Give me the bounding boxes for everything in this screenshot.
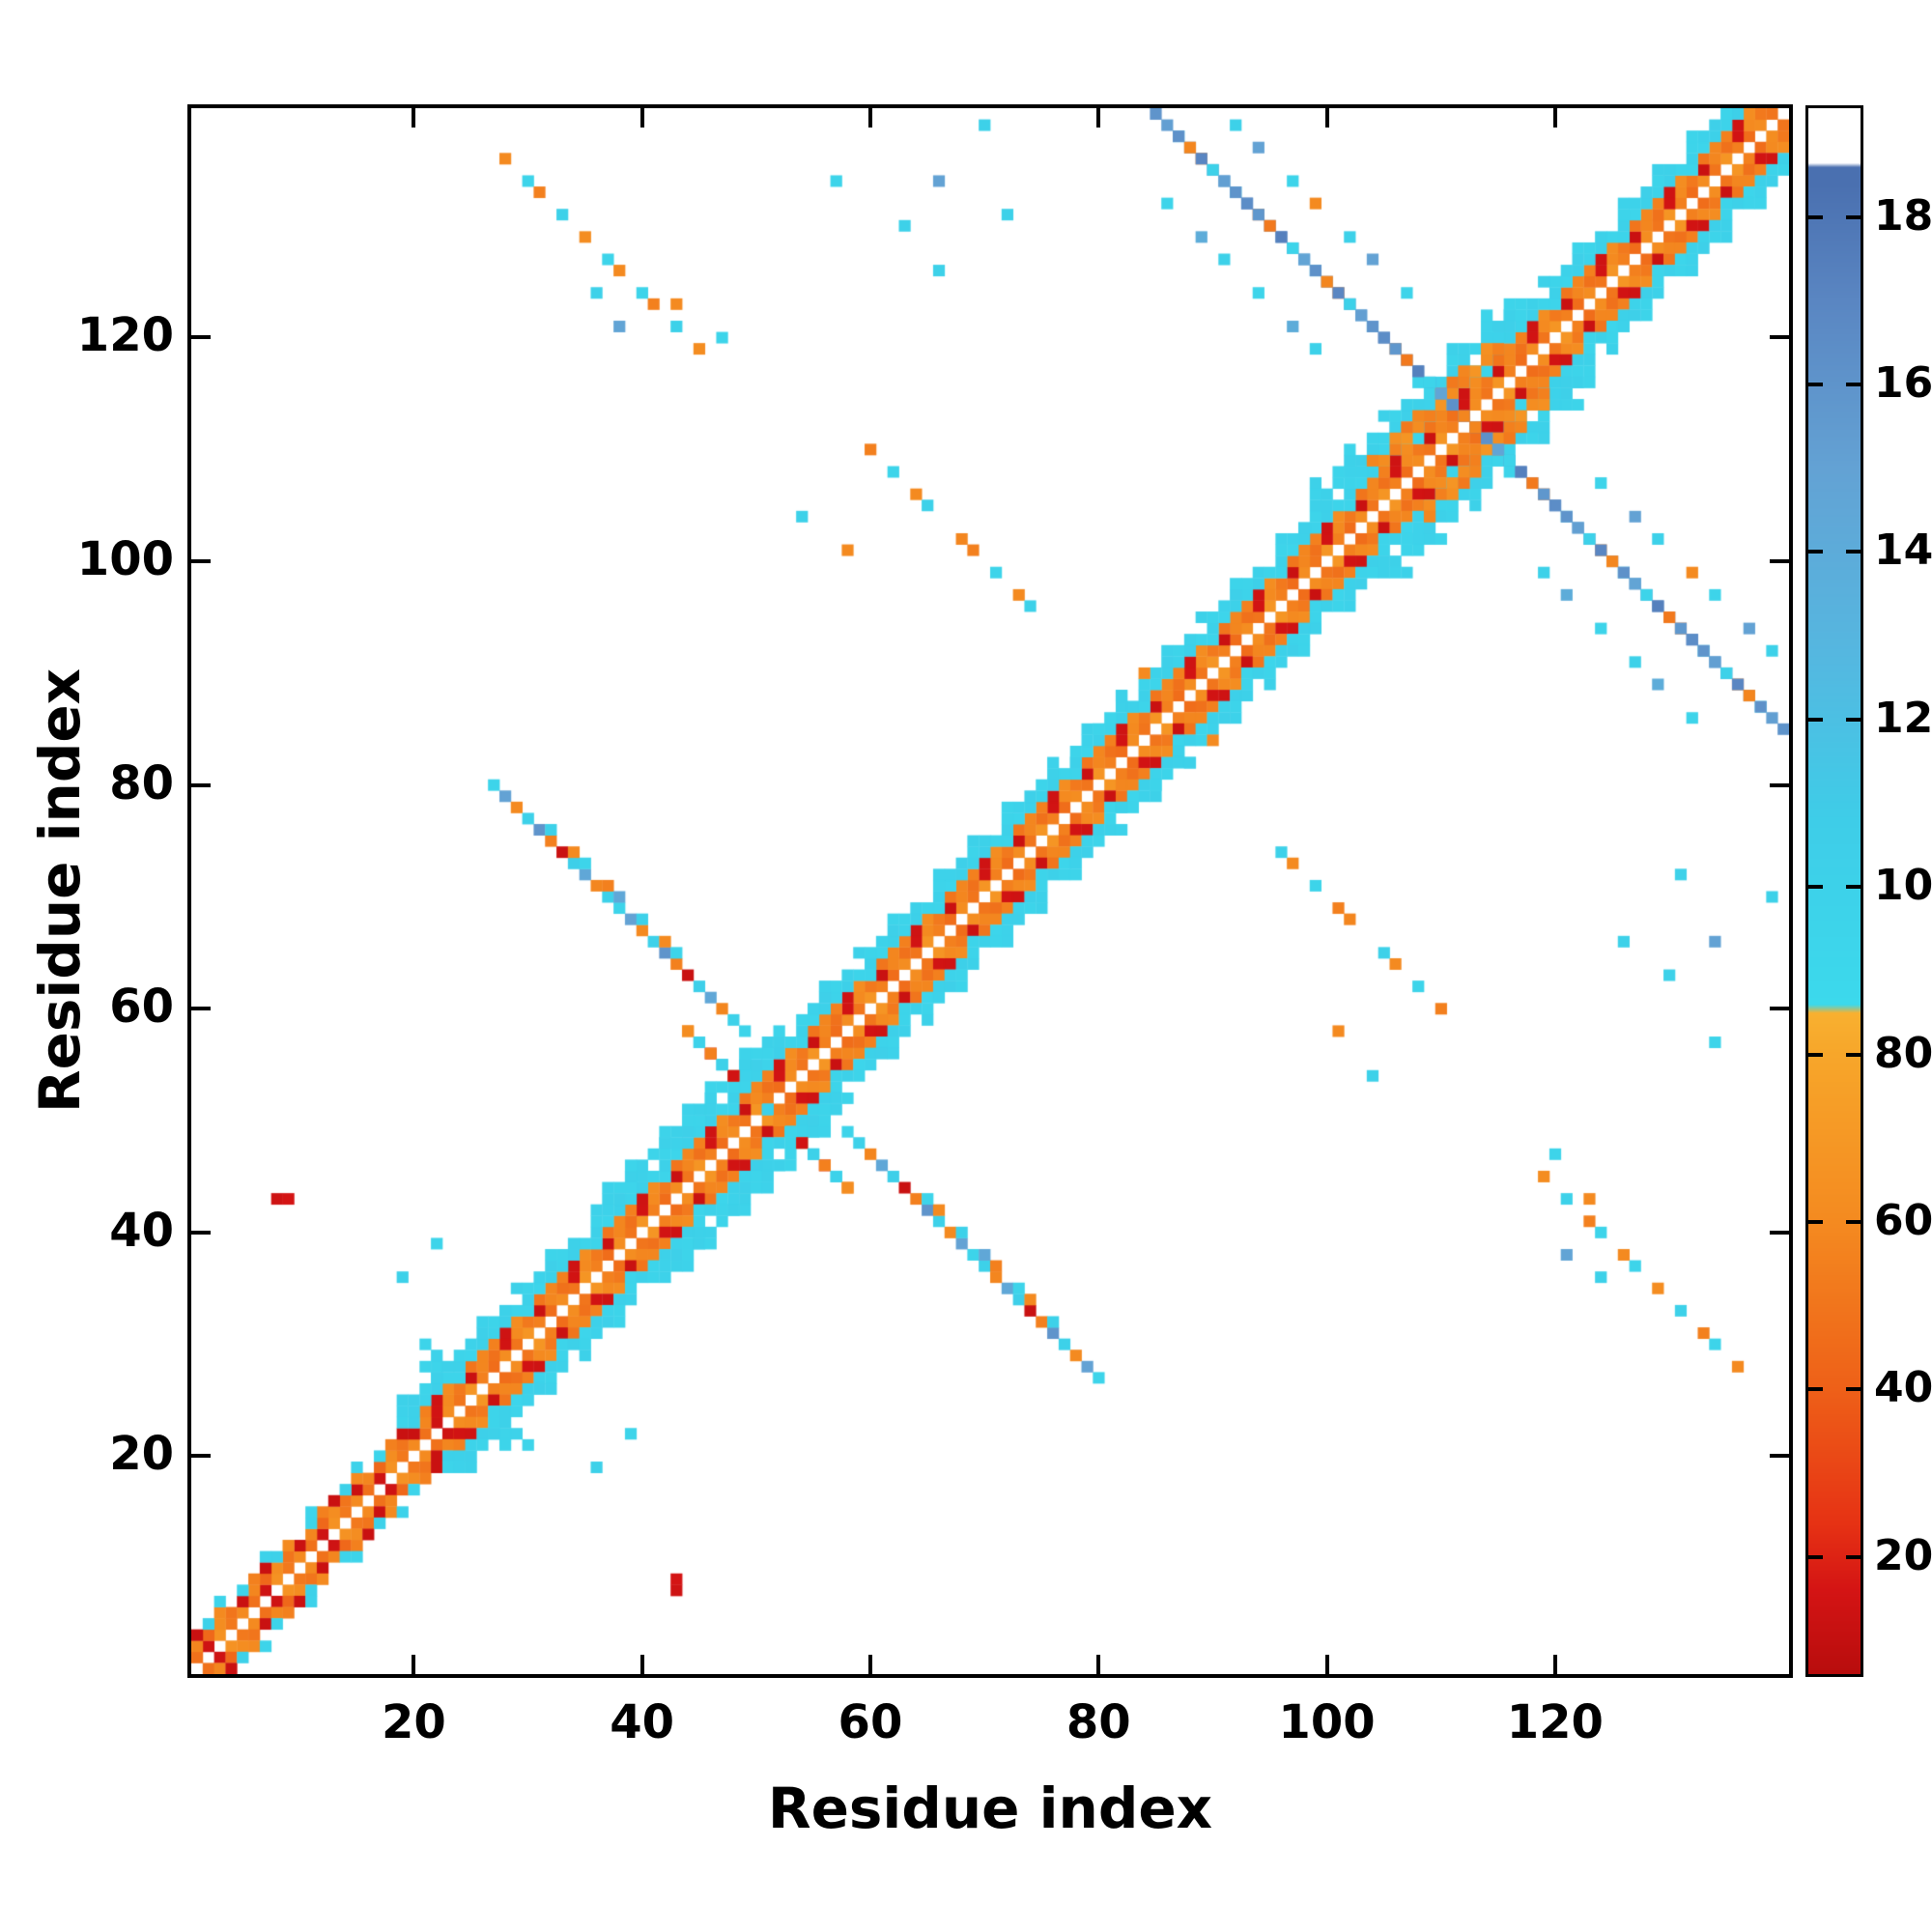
colorbar-tick-label: 140 xyxy=(1874,526,1932,576)
x-axis-title: Residue index xyxy=(767,1776,1213,1841)
colorbar-tick-label: 160 xyxy=(1874,358,1932,409)
x-tick-label: 80 xyxy=(1065,1695,1131,1749)
y-axis-title: Residue index xyxy=(27,668,93,1114)
colorbar-tick-mark-right xyxy=(1846,1554,1861,1559)
y-tick-label: 60 xyxy=(109,980,174,1035)
x-tick-label: 120 xyxy=(1506,1695,1604,1749)
colorbar-tick-label: 20 xyxy=(1874,1530,1932,1580)
x-tick-label: 60 xyxy=(838,1695,903,1749)
colorbar xyxy=(1805,105,1863,1677)
x-tick-mark-top xyxy=(1096,108,1101,128)
x-tick-mark-top xyxy=(412,108,416,128)
plot-area xyxy=(187,104,1793,1678)
x-tick-mark xyxy=(1324,1655,1329,1674)
y-tick-mark xyxy=(191,1007,211,1011)
y-tick-label: 100 xyxy=(76,531,174,586)
colorbar-tick-mark-right xyxy=(1846,1052,1861,1057)
colorbar-tick-label: 120 xyxy=(1874,693,1932,743)
y-tick-mark xyxy=(191,782,211,787)
colorbar-tick-mark-right xyxy=(1846,717,1861,722)
x-tick-mark xyxy=(1552,1655,1557,1674)
colorbar-tick-label: 180 xyxy=(1874,190,1932,241)
y-tick-mark-right xyxy=(1770,782,1789,787)
y-tick-mark xyxy=(191,1454,211,1459)
x-tick-mark xyxy=(867,1655,872,1674)
y-tick-label: 120 xyxy=(76,308,174,363)
x-tick-mark xyxy=(639,1655,644,1674)
y-tick-mark-right xyxy=(1770,1230,1789,1235)
y-tick-mark-right xyxy=(1770,558,1789,563)
y-tick-mark-right xyxy=(1770,1454,1789,1459)
colorbar-tick-label: 80 xyxy=(1874,1028,1932,1078)
x-tick-label: 40 xyxy=(610,1695,675,1749)
colorbar-tick-mark xyxy=(1808,383,1823,387)
x-tick-mark-top xyxy=(639,108,644,128)
colorbar-tick-mark xyxy=(1808,1387,1823,1392)
colorbar-tick-mark-right xyxy=(1846,1387,1861,1392)
x-tick-mark-top xyxy=(867,108,872,128)
colorbar-tick-mark-right xyxy=(1846,383,1861,387)
colorbar-canvas xyxy=(1808,108,1861,1674)
colorbar-tick-mark-right xyxy=(1846,885,1861,890)
colorbar-tick-mark xyxy=(1808,1052,1823,1057)
x-tick-mark xyxy=(1096,1655,1101,1674)
y-tick-mark-right xyxy=(1770,335,1789,340)
colorbar-tick-mark-right xyxy=(1846,214,1861,219)
colorbar-tick-mark xyxy=(1808,550,1823,554)
x-tick-mark-top xyxy=(1324,108,1329,128)
y-tick-label: 20 xyxy=(109,1427,174,1482)
colorbar-tick-mark xyxy=(1808,717,1823,722)
y-tick-mark xyxy=(191,558,211,563)
y-tick-mark-right xyxy=(1770,1007,1789,1011)
colorbar-tick-mark xyxy=(1808,214,1823,219)
x-tick-mark-top xyxy=(1552,108,1557,128)
colorbar-tick-mark xyxy=(1808,1554,1823,1559)
colorbar-tick-mark xyxy=(1808,885,1823,890)
x-tick-label: 100 xyxy=(1278,1695,1376,1749)
y-tick-mark xyxy=(191,1230,211,1235)
colorbar-tick-mark xyxy=(1808,1219,1823,1224)
colorbar-tick-label: 100 xyxy=(1874,861,1932,911)
colorbar-tick-label: 40 xyxy=(1874,1363,1932,1413)
y-tick-label: 80 xyxy=(109,755,174,810)
y-tick-mark xyxy=(191,335,211,340)
contact-map-canvas xyxy=(191,108,1789,1674)
colorbar-tick-label: 60 xyxy=(1874,1195,1932,1245)
y-tick-label: 40 xyxy=(109,1203,174,1258)
colorbar-tick-mark-right xyxy=(1846,1219,1861,1224)
x-tick-mark xyxy=(412,1655,416,1674)
x-tick-label: 20 xyxy=(381,1695,446,1749)
colorbar-tick-mark-right xyxy=(1846,550,1861,554)
